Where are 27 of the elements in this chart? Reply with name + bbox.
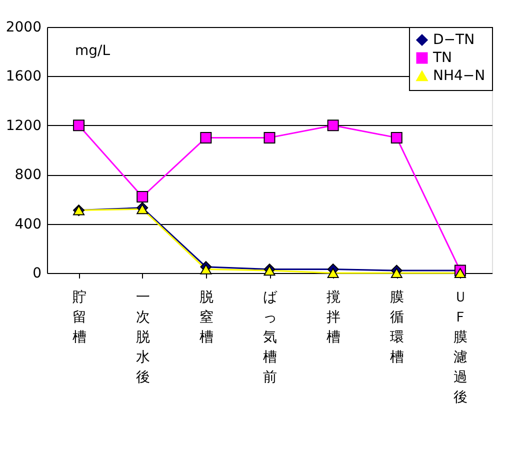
legend-label: D−TN	[433, 32, 475, 48]
y-tick-label: 800	[14, 167, 42, 184]
x-tick-label: 撹拌槽	[326, 290, 341, 346]
point	[327, 120, 339, 132]
legend-label: TN	[432, 50, 452, 66]
point	[454, 268, 466, 278]
point	[200, 264, 212, 274]
y-tick-label: 400	[14, 216, 42, 232]
y-tick-label: 1600	[6, 68, 42, 85]
legend-label: NH4−N	[433, 68, 486, 84]
point	[200, 132, 212, 144]
x-tick-label: 脱窒槽	[199, 290, 214, 346]
point	[390, 268, 402, 278]
point	[136, 190, 148, 202]
x-tick-label: 一次脱水後	[136, 290, 150, 386]
y-tick-label: 0	[32, 266, 42, 282]
point	[327, 268, 339, 278]
x-tick-label: 膜循環槽	[390, 290, 404, 366]
x-tick-label: 貯留槽	[72, 290, 86, 346]
x-tick-label: ＵＦ膜濾過後	[454, 290, 468, 406]
point	[264, 132, 276, 144]
x-tick-label: ばっ気槽前	[263, 290, 278, 386]
point	[390, 132, 402, 144]
y-axis-title: mg/L	[75, 43, 110, 59]
y-tick-label: 1200	[6, 118, 42, 134]
y-tick-label: 2000	[6, 20, 42, 36]
point	[73, 120, 85, 132]
